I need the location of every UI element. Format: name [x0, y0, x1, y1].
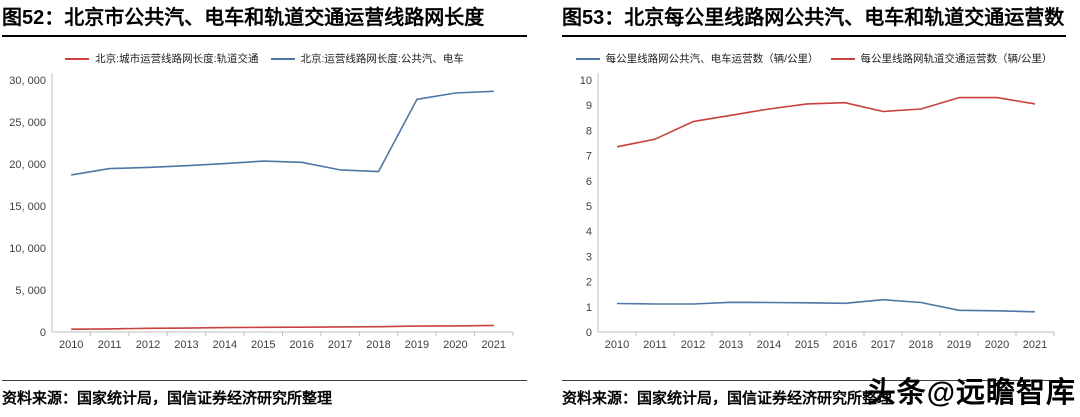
series-line-1 — [71, 90, 494, 176]
figure-53-panel: 图53：北京每公里线路网公共汽、电车和轨道交通运营数 每公里线路网公共汽、电车运… — [540, 0, 1080, 417]
x-tick-label: 2013 — [719, 339, 743, 351]
y-tick-label: 8 — [586, 125, 592, 137]
x-tick-label: 2015 — [251, 339, 275, 351]
series-line-0 — [616, 298, 1036, 313]
legend-item: 每公里线路网公共汽、电车运营数（辆/公里） — [575, 51, 819, 66]
legend-item: 每公里线路网轨道交通运营数（辆/公里） — [830, 51, 1053, 66]
figure-52-plot: 0 5, 000 10, 000 15, 000 20, 000 25, 000 30, 0… — [9, 73, 514, 351]
y-tick-label: 5, 000 — [15, 285, 46, 297]
x-tick-label: 2013 — [174, 339, 198, 351]
x-tick-label: 2019 — [405, 339, 429, 351]
y-tick-label: 10 — [580, 75, 592, 87]
x-tick-label: 2021 — [482, 339, 506, 351]
y-tick-label: 6 — [586, 176, 592, 188]
x-tick-label: 2016 — [833, 339, 857, 351]
legend-line-swatch — [270, 57, 295, 60]
series-line-1 — [616, 96, 1036, 148]
figure-52-title: 图52：北京市公共汽、电车和轨道交通运营线路网长度 — [2, 5, 527, 37]
figure-53-source: 资料来源：国家统计局，国信证券经济研究所整理 — [562, 380, 1066, 417]
x-tick-label: 2011 — [98, 339, 122, 351]
y-tick-label: 25, 000 — [9, 117, 46, 129]
legend-line-swatch — [65, 57, 90, 60]
x-tick-label: 2010 — [59, 339, 83, 351]
y-tick-label: 3 — [586, 251, 592, 263]
x-tick-label: 2019 — [947, 339, 971, 351]
legend-label: 北京:城市运营线路网长度:轨道交通 — [95, 53, 259, 65]
figure-53-plot: 0 1 2 3 4 5 6 7 8 9 10 2010 2011 2012 2013 2014 2015 2016… — [580, 73, 1055, 351]
x-tick-label: 2021 — [1023, 339, 1047, 351]
y-tick-label: 9 — [586, 100, 592, 112]
x-tick-label: 2012 — [681, 339, 705, 351]
x-tick-label: 2014 — [213, 339, 237, 351]
x-tick-label: 2012 — [136, 339, 160, 351]
y-tick-label: 0 — [40, 327, 46, 339]
y-tick-label: 20, 000 — [9, 159, 46, 171]
x-tick-label: 2010 — [605, 339, 629, 351]
figure-52-legend: 北京:城市运营线路网长度:轨道交通 北京:运营线路网长度:公共汽、电车 — [2, 51, 527, 66]
x-tick-label: 2011 — [643, 339, 667, 351]
x-tick-label: 2016 — [289, 339, 313, 351]
x-tick-label: 2014 — [757, 339, 781, 351]
legend-label: 每公里线路网轨道交通运营数（辆/公里） — [860, 53, 1053, 65]
y-tick-label: 30, 000 — [9, 75, 46, 87]
figure-53-legend: 每公里线路网公共汽、电车运营数（辆/公里） 每公里线路网轨道交通运营数（辆/公里） — [562, 51, 1066, 66]
figure-53-title: 图53：北京每公里线路网公共汽、电车和轨道交通运营数 — [562, 5, 1066, 37]
legend-line-swatch — [575, 57, 600, 60]
x-tick-label: 2017 — [871, 339, 895, 351]
legend-line-swatch — [830, 57, 855, 60]
y-tick-label: 4 — [586, 226, 592, 238]
y-tick-label: 2 — [586, 277, 592, 289]
y-tick-label: 0 — [586, 327, 592, 339]
figure-52-panel: 图52：北京市公共汽、电车和轨道交通运营线路网长度 北京:城市运营线路网长度:轨… — [2, 5, 527, 417]
y-tick-label: 7 — [586, 151, 592, 163]
y-tick-label: 5 — [586, 201, 592, 213]
legend-label: 每公里线路网公共汽、电车运营数（辆/公里） — [605, 53, 819, 65]
legend-item: 北京:运营线路网长度:公共汽、电车 — [270, 51, 464, 66]
x-tick-label: 2017 — [328, 339, 352, 351]
legend-item: 北京:城市运营线路网长度:轨道交通 — [65, 51, 259, 66]
x-tick-label: 2015 — [795, 339, 819, 351]
x-tick-label: 2020 — [443, 339, 467, 351]
x-tick-label: 2020 — [985, 339, 1009, 351]
legend-label: 北京:运营线路网长度:公共汽、电车 — [300, 53, 464, 65]
x-tick-label: 2018 — [909, 339, 933, 351]
y-tick-label: 15, 000 — [9, 201, 46, 213]
y-tick-label: 10, 000 — [9, 243, 46, 255]
x-tick-label: 2018 — [366, 339, 390, 351]
y-tick-label: 1 — [586, 302, 592, 314]
series-line-0 — [71, 324, 494, 330]
watermark: 头条@远瞻智库 — [866, 377, 1076, 409]
figure-52-source: 资料来源：国家统计局，国信证券经济研究所整理 — [2, 380, 527, 417]
